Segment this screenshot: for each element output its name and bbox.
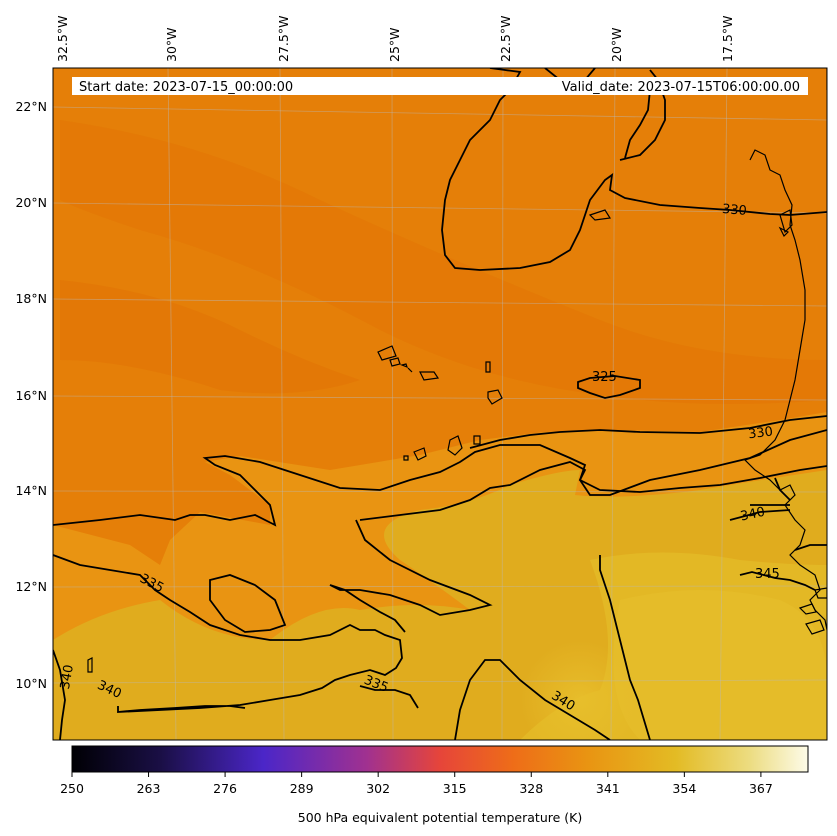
lat-label: 10°N	[15, 676, 47, 691]
contour-335-south	[359, 685, 419, 709]
colorbar-tick-label: 276	[213, 781, 237, 796]
coastline-small-island-2	[778, 226, 790, 238]
colorbar-tick-label: 328	[519, 781, 543, 796]
lat-labels: 22°N 20°N 18°N 16°N 14°N 12°N 10°N	[15, 99, 47, 691]
contour-340-east	[729, 504, 791, 521]
colorbar-tick-label: 289	[290, 781, 314, 796]
contours	[53, 68, 827, 740]
contour-340-bottom	[454, 659, 611, 740]
contour-label-340-east: 340	[739, 505, 766, 525]
start-date-text: Start date: 2023-07-15_00:00:00	[79, 80, 293, 95]
map-frame	[52, 67, 828, 741]
contour-340-right	[359, 461, 827, 521]
contour-label-340-west: 340	[58, 664, 77, 691]
colorbar-tick-label: 315	[443, 781, 467, 796]
contour-330-mid	[469, 415, 827, 449]
contour-335-loop	[209, 574, 287, 633]
contour-340-north-east	[774, 477, 791, 501]
contour-label-330-north: 330	[721, 202, 747, 219]
lat-label: 14°N	[15, 483, 47, 498]
bissau-islands	[798, 587, 827, 635]
contour-340-south	[329, 519, 493, 633]
map-area: 330 325 330 340 345 335 340 335 340 340	[53, 68, 827, 740]
colorbar-label: 500 hPa equivalent potential temperature…	[298, 810, 582, 825]
contour-340-bottom-east	[599, 555, 651, 740]
colorbar-tick-label: 263	[137, 781, 161, 796]
valid-date-text: Valid_date: 2023-07-15T06:00:00.00	[562, 80, 800, 95]
graticule	[53, 68, 827, 740]
colorbar-gradient	[71, 745, 809, 773]
lat-label: 16°N	[15, 388, 47, 403]
lon-label: 30°W	[164, 27, 179, 62]
lon-label: 27.5°W	[276, 16, 291, 62]
contour-340-sw	[53, 649, 66, 740]
lon-label: 32.5°W	[55, 16, 70, 62]
contour-label-330-mid: 330	[747, 424, 773, 442]
colorbar-tick-label: 250	[60, 781, 84, 796]
colorbar-tick-label: 302	[366, 781, 390, 796]
lat-label: 18°N	[15, 291, 47, 306]
field-darker-patch-2	[60, 280, 360, 394]
contour-325	[577, 375, 641, 399]
colorbar-tick-label: 367	[749, 781, 773, 796]
contour-340	[53, 554, 403, 713]
contour-label-325: 325	[592, 370, 617, 385]
contour-345	[739, 571, 816, 591]
lon-labels: 32.5°W 30°W 27.5°W 25°W 22.5°W 20°W 17.5…	[55, 16, 735, 62]
lat-label: 20°N	[15, 195, 47, 210]
contour-label-345: 345	[755, 567, 780, 582]
lat-label: 22°N	[15, 99, 47, 114]
field-hotspot	[520, 640, 640, 740]
colorbar: 250 263 276 289 302 315 328 341 354 367 500 hPa e…	[60, 745, 809, 825]
colorbar-tick-label: 341	[596, 781, 620, 796]
cape-verde-islands	[87, 345, 503, 673]
info-bar	[72, 77, 808, 95]
field-gold-patch	[613, 590, 827, 740]
lat-label: 12°N	[15, 579, 47, 594]
contour-330-north	[441, 68, 827, 271]
field-darker-patch-1	[60, 120, 827, 404]
coastline-small-island-3	[588, 209, 612, 221]
contour-335-main	[53, 429, 827, 527]
lon-label: 25°W	[387, 27, 402, 62]
lon-label: 17.5°W	[720, 16, 735, 62]
lon-label: 22.5°W	[498, 16, 513, 62]
coastline-small-island-1	[779, 209, 793, 234]
colorbar-ticks: 250 263 276 289 302 315 328 341 354 367	[60, 772, 773, 796]
lon-label: 20°W	[609, 27, 624, 62]
contour-345-b	[794, 544, 827, 551]
colorbar-tick-label: 354	[672, 781, 696, 796]
